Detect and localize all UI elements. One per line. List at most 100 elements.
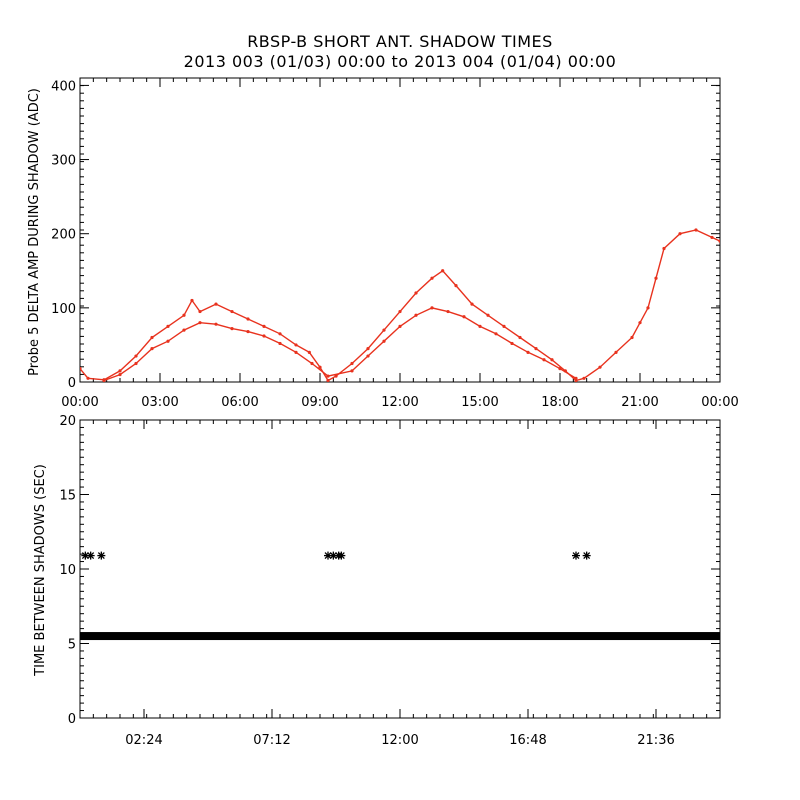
data-point — [318, 365, 322, 369]
chart-subtitle: 2013 003 (01/03) 00:00 to 2013 004 (01/0… — [183, 52, 617, 71]
data-point — [414, 291, 418, 295]
data-point — [134, 354, 138, 358]
data-point — [430, 306, 434, 310]
y-tick-label: 300 — [51, 154, 76, 169]
x-tick-label: 06:00 — [221, 395, 258, 410]
data-point — [446, 309, 450, 314]
y-tick-label: 0 — [68, 712, 76, 727]
x-tick-label: 21:00 — [621, 395, 658, 410]
data-point — [230, 327, 234, 331]
data-point — [662, 246, 666, 251]
data-point — [414, 313, 418, 317]
series-band-baseline — [80, 632, 720, 641]
y-tick-label: 100 — [51, 302, 76, 317]
data-point — [182, 328, 186, 332]
x-tick-label: 16:48 — [509, 733, 546, 748]
data-point — [366, 347, 370, 351]
y-axis-label: Probe 5 DELTA AMP DURING SHADOW (ADC) — [27, 88, 42, 376]
data-point — [646, 306, 650, 310]
y-tick-label: 200 — [51, 228, 76, 243]
data-point — [166, 324, 170, 328]
data-point — [118, 369, 122, 373]
x-tick-label: 02:24 — [125, 733, 162, 748]
data-point — [150, 335, 154, 340]
data-point — [310, 361, 314, 366]
data-point — [102, 378, 106, 382]
data-point — [230, 309, 234, 314]
data-point — [574, 378, 578, 382]
data-point — [278, 332, 282, 336]
x-tick-label: 03:00 — [141, 395, 178, 410]
data-point — [582, 376, 586, 380]
data-point — [190, 298, 194, 303]
data-point — [294, 343, 298, 347]
data-point — [182, 313, 186, 317]
data-point — [350, 369, 354, 373]
data-point — [558, 367, 562, 371]
data-layer — [80, 551, 720, 641]
y-tick-label: 5 — [68, 638, 76, 653]
data-point — [134, 361, 138, 366]
data-point — [246, 317, 250, 321]
data-point — [542, 358, 546, 362]
data-point — [382, 339, 386, 343]
x-tick-label: 09:00 — [301, 395, 338, 410]
y-tick-label: 400 — [51, 79, 76, 94]
data-point — [470, 302, 474, 306]
data-point — [502, 324, 506, 328]
data-point — [454, 284, 458, 288]
series-line — [80, 229, 720, 382]
data-point — [486, 313, 490, 317]
y-tick-label: 10 — [59, 563, 76, 578]
data-point — [366, 354, 370, 358]
data-point — [150, 347, 154, 351]
data-point — [534, 347, 538, 351]
data-point — [430, 276, 434, 280]
data-point — [334, 374, 338, 378]
data-point — [598, 365, 602, 369]
data-point — [526, 350, 530, 354]
data-point — [441, 269, 445, 273]
data-point — [630, 335, 634, 340]
data-point — [307, 350, 311, 354]
x-tick-label: 21:36 — [637, 733, 674, 748]
data-point-asterisk — [572, 551, 580, 560]
data-point — [694, 228, 698, 232]
data-point — [166, 339, 170, 343]
data-point — [326, 378, 330, 382]
data-point — [214, 322, 218, 326]
x-tick-label: 12:00 — [381, 733, 418, 748]
data-point — [574, 376, 578, 380]
data-point — [518, 335, 522, 340]
y-tick-label: 0 — [68, 376, 76, 391]
data-point — [478, 324, 482, 328]
data-point — [198, 321, 202, 325]
data-point — [398, 324, 402, 328]
data-point — [118, 372, 122, 377]
data-point — [294, 350, 298, 354]
data-point — [710, 235, 714, 240]
data-point — [246, 329, 250, 334]
shadow-interval-panel: 02:24 07:12 12:00 16:48 21:36 0 5 10 15 20 TIME BE… — [33, 414, 721, 748]
data-point — [80, 367, 82, 371]
data-point — [614, 350, 618, 354]
x-tick-label: 00:00 — [61, 395, 98, 410]
data-point — [198, 309, 202, 314]
data-point-asterisk — [582, 551, 591, 560]
x-tick-label: 12:00 — [381, 395, 418, 410]
amplitude-panel: 00:00 03:00 06:00 09:00 12:00 15:00 18:00 21:00… — [27, 77, 739, 410]
x-tick-label: 00:00 — [701, 395, 738, 410]
data-point — [350, 361, 354, 366]
data-point — [262, 334, 266, 338]
data-point — [494, 332, 498, 336]
chart-title: RBSP-B SHORT ANT. SHADOW TIMES — [247, 32, 553, 51]
y-tick-label: 20 — [59, 414, 76, 429]
data-point — [214, 302, 218, 306]
data-point-asterisk — [97, 551, 106, 560]
data-point — [398, 309, 402, 314]
data-point — [510, 341, 514, 346]
y-tick-label: 15 — [59, 489, 76, 504]
x-tick-label: 15:00 — [461, 395, 498, 410]
data-point — [550, 358, 554, 362]
